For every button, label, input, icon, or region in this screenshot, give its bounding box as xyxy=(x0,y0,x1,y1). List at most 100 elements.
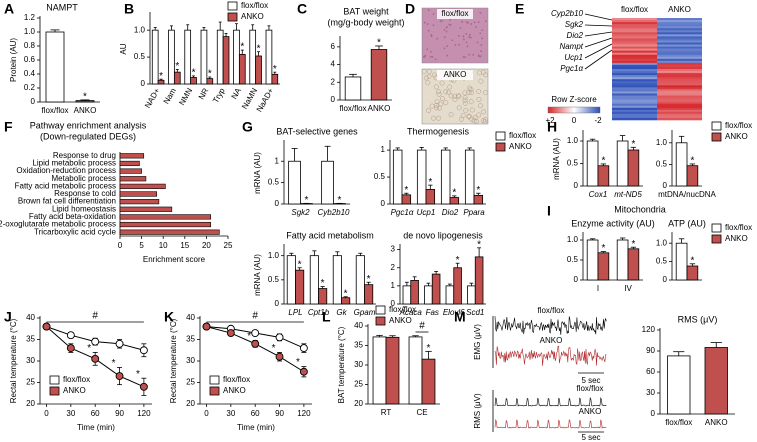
y-tick-label: 0.5 xyxy=(656,257,668,266)
emg-trace xyxy=(494,345,607,366)
heatmap-cell xyxy=(657,101,702,104)
y-tick-label: Fatty acid metabolic process xyxy=(15,181,116,190)
significance-star: * xyxy=(159,71,163,82)
heatmap-cell xyxy=(657,85,702,88)
heatmap-cell xyxy=(657,97,702,100)
legend-swatch xyxy=(227,1,238,11)
gene-label: Pgc1α xyxy=(560,64,583,73)
y-axis-label: EMG (μV) xyxy=(473,324,482,360)
heatmap-cell xyxy=(657,34,702,37)
significance-star: * xyxy=(337,195,341,206)
data-point xyxy=(115,339,124,348)
heatmap-cell xyxy=(657,66,702,70)
bar xyxy=(119,221,212,228)
image-texture xyxy=(445,30,448,33)
y-tick-label: 1.0 xyxy=(567,235,579,244)
chart-title: ATP (AU) xyxy=(668,218,706,228)
x-tick-label: Cox1 xyxy=(589,190,608,199)
chart-title: Enzyme activity (AU) xyxy=(571,218,655,228)
bar xyxy=(364,284,374,305)
y-tick-label: 3 xyxy=(391,245,396,254)
image-texture xyxy=(483,72,489,78)
y-tick-label: Lipid metabolic process xyxy=(32,159,116,168)
x-tick-label: Acaca xyxy=(399,308,423,317)
rms-trace xyxy=(494,418,607,429)
heatmap-cell xyxy=(657,109,702,113)
heatmap-cell xyxy=(612,28,657,31)
heatmap-cell xyxy=(612,62,657,66)
image-texture xyxy=(459,116,464,122)
significance-star: * xyxy=(257,43,261,54)
bar xyxy=(416,149,427,205)
legend-label: ANKO xyxy=(63,386,86,395)
legend-swatch xyxy=(49,375,60,385)
y-tick-label: Oxidation-reduction process xyxy=(16,166,116,175)
legend-swatch xyxy=(711,132,722,142)
x-tick-label: 60 xyxy=(251,409,260,418)
x-tick-label: NAD+ xyxy=(143,86,162,109)
chart-title: Fatty acid metabolism xyxy=(286,230,374,240)
image-texture xyxy=(477,103,483,109)
y-axis-label: AU xyxy=(119,43,128,54)
significance-star: * xyxy=(601,156,605,167)
x-tick-label: ANKO xyxy=(74,106,97,115)
legend-label: flox/flox xyxy=(63,375,90,384)
bar xyxy=(222,36,230,85)
bar xyxy=(586,239,599,281)
y-tick-label: 120 xyxy=(642,325,656,334)
image-texture xyxy=(446,45,449,48)
y-tick-label: 0 xyxy=(141,79,146,88)
image-texture xyxy=(481,109,487,115)
image-texture xyxy=(426,69,432,74)
image-texture xyxy=(465,32,468,35)
bar xyxy=(616,239,629,281)
gene-label: Dio2 xyxy=(567,31,584,40)
heatmap-cell xyxy=(612,64,657,68)
y-tick-label: 1.0 xyxy=(134,25,146,34)
legend-label: ANKO xyxy=(509,142,532,151)
significance-star: * xyxy=(83,92,87,103)
x-tick-label: Tryp xyxy=(211,86,227,105)
bar xyxy=(686,265,699,281)
y-tick-label: 1 xyxy=(275,156,280,165)
image-texture xyxy=(431,56,434,58)
data-point xyxy=(299,367,308,376)
image-texture xyxy=(446,89,452,95)
heatmap-cell xyxy=(657,60,702,64)
bar xyxy=(200,29,208,85)
heatmap-cell xyxy=(612,85,657,88)
legend-label: flox/flox xyxy=(389,305,416,314)
legend-swatch xyxy=(209,375,220,385)
image-texture xyxy=(462,95,468,101)
x-tick-label: Ucp1 xyxy=(417,208,436,217)
image-texture xyxy=(427,9,430,11)
bar xyxy=(119,191,158,197)
image-texture xyxy=(480,44,483,47)
heatmap-cell xyxy=(612,40,657,43)
image-label: ANKO xyxy=(444,70,467,79)
significance-star: * xyxy=(456,255,460,266)
x-tick-label: I xyxy=(597,284,599,293)
image-texture xyxy=(441,19,443,22)
heatmap-cell xyxy=(657,52,702,56)
y-tick-label: 25 xyxy=(26,378,35,387)
colorbar-title: Row Z-score xyxy=(551,95,597,104)
panel-letter: K xyxy=(164,309,174,325)
bar xyxy=(467,285,476,305)
heatmap-cell xyxy=(657,18,702,21)
image-texture xyxy=(462,35,465,38)
heatmap-cell xyxy=(657,46,702,49)
heatmap-cell xyxy=(612,69,657,72)
significance-star: * xyxy=(690,255,694,266)
chart-title: Pathway enrichment analysis xyxy=(30,120,147,130)
x-tick-label: IV xyxy=(624,284,632,293)
image-texture xyxy=(479,55,482,58)
x-tick-label: 0 xyxy=(118,241,123,250)
heatmap-cell xyxy=(612,93,657,96)
x-tick-label: 30 xyxy=(66,409,75,418)
legend-label: flox/flox xyxy=(223,375,250,384)
image-texture xyxy=(439,20,442,23)
image-texture xyxy=(477,21,480,23)
panel-letter: L xyxy=(322,309,331,325)
y-tick-label: 1.0 xyxy=(268,251,280,260)
